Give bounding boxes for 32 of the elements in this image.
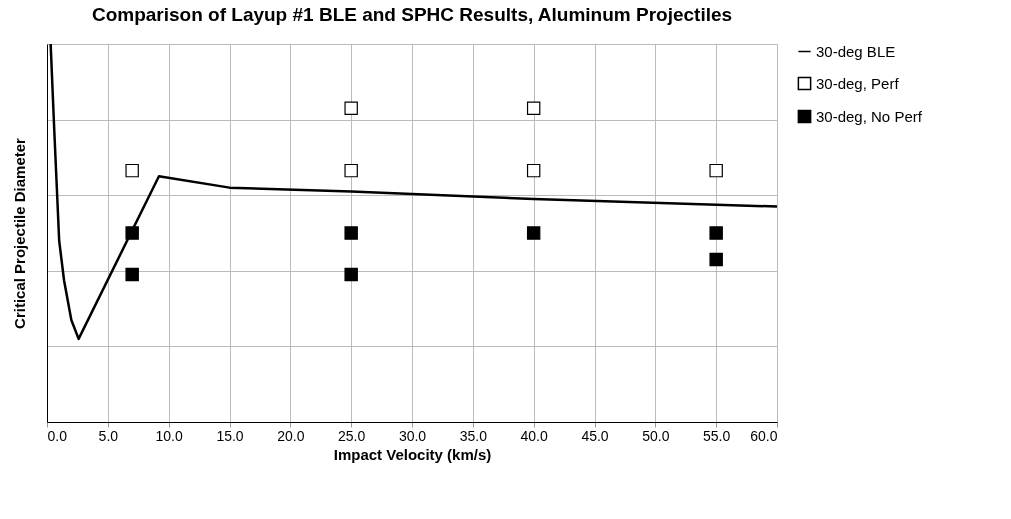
y-axis-title: Critical Projectile Diameter — [10, 137, 28, 329]
x-tick-label: 0.0 — [47, 427, 68, 444]
x-tick-label: 25.0 — [338, 427, 366, 444]
x-tick-label: 45.0 — [581, 427, 609, 444]
legend-label: 30-deg BLE — [816, 42, 896, 60]
chart-title: Comparison of Layup #1 BLE and SPHC Results, Aluminum Projectiles — [91, 3, 733, 25]
point — [125, 163, 139, 178]
point — [526, 101, 541, 115]
point — [344, 267, 358, 282]
x-tick-label: 60.0 — [750, 427, 778, 444]
point — [344, 101, 358, 115]
point — [709, 163, 723, 178]
x-tick-label: 5.0 — [98, 427, 119, 444]
x-tick-label: 15.0 — [216, 427, 244, 444]
x-tick-label: 30.0 — [398, 427, 427, 444]
x-tick-label: 20.0 — [277, 427, 305, 444]
x-tick-label: 50.0 — [642, 427, 670, 444]
x-axis-title: Impact Velocity (km/s) — [333, 445, 492, 463]
point — [526, 163, 541, 178]
point — [344, 226, 358, 240]
point — [125, 226, 139, 240]
legend-label: 30-deg, Perf — [816, 74, 900, 92]
x-tick-label: 40.0 — [520, 427, 548, 444]
point — [709, 252, 723, 267]
x-tick-label: 55.0 — [703, 427, 731, 444]
legend-label: 30-deg, No Perf — [816, 107, 923, 125]
point — [709, 226, 723, 240]
point — [344, 163, 358, 178]
point — [526, 226, 541, 240]
x-tick-label: 35.0 — [459, 427, 488, 444]
point — [125, 267, 139, 282]
x-tick-label: 10.0 — [155, 427, 183, 444]
